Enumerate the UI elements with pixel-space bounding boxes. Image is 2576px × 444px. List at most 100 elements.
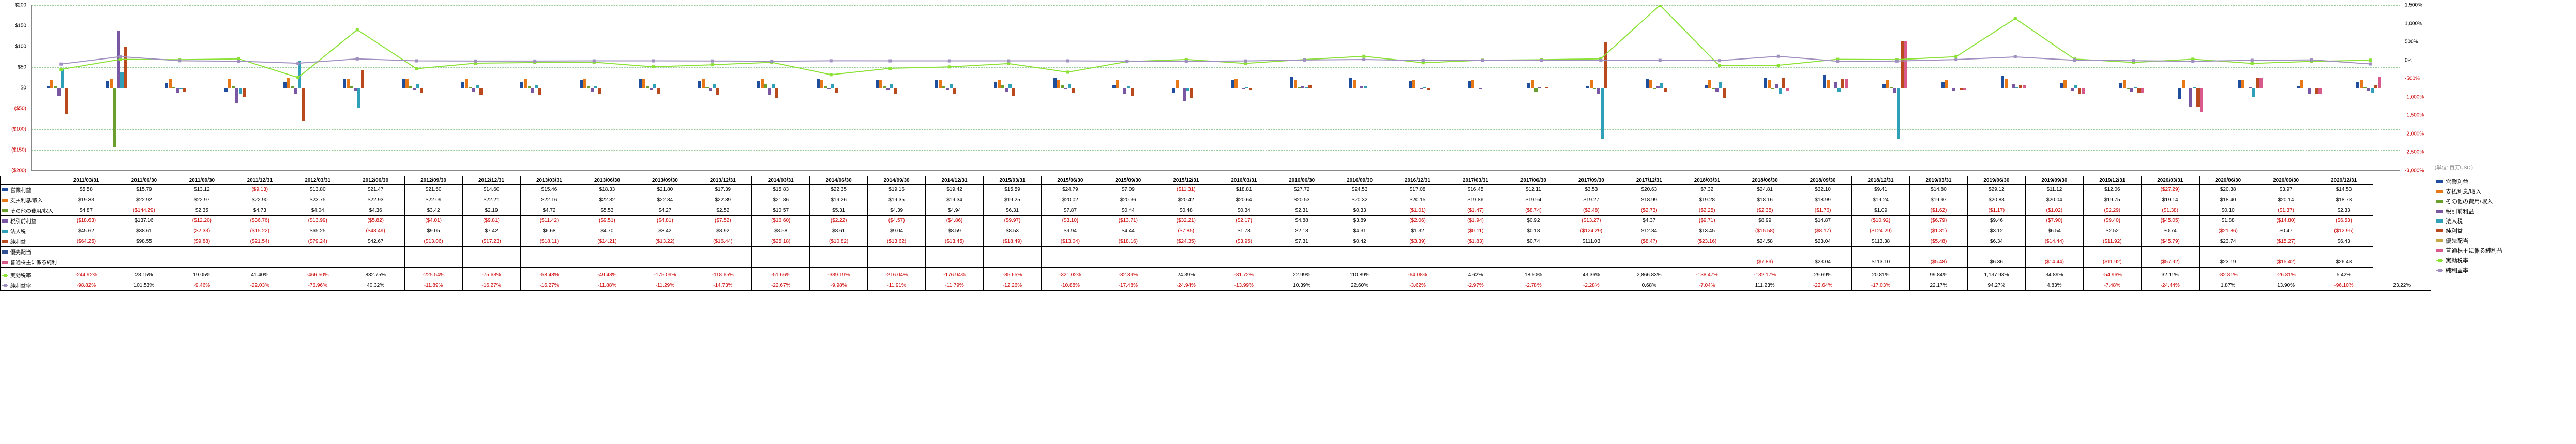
data-cell: $23.75 xyxy=(289,195,347,205)
bar-com xyxy=(1904,41,1907,88)
bar-op xyxy=(1527,83,1530,88)
y-right-tick: -1,500% xyxy=(2405,113,2424,119)
data-cell: $4.36 xyxy=(347,205,404,216)
data-cell: -11.29% xyxy=(636,280,694,291)
data-cell: ($32.21) xyxy=(1157,216,1215,226)
data-cell: $5.31 xyxy=(810,205,868,216)
data-cell: $7.31 xyxy=(1273,236,1331,247)
data-cell: -321.02% xyxy=(1041,270,1099,280)
bar-op xyxy=(343,79,346,88)
y-left-tick: ($200) xyxy=(11,168,26,174)
bar-tax xyxy=(1660,83,1663,88)
unit-label: (単位: 百万USD) xyxy=(2435,163,2473,171)
data-cell: -12.26% xyxy=(984,280,1042,291)
bar-net xyxy=(1427,88,1430,90)
data-cell: ($0.11) xyxy=(1447,226,1504,236)
bar-tax xyxy=(2134,87,2137,88)
data-cell: -9.46% xyxy=(173,280,231,291)
data-cell: -11.79% xyxy=(926,280,984,291)
data-cell xyxy=(636,257,694,268)
data-cell: ($1.02) xyxy=(2025,205,2083,216)
bar-net xyxy=(1841,79,1844,88)
data-cell: $19.27 xyxy=(1562,195,1620,205)
data-cell: ($1.76) xyxy=(1794,205,1852,216)
data-cell: ($7.89) xyxy=(1736,257,1794,268)
bar-net xyxy=(1664,88,1667,92)
data-cell: $19.94 xyxy=(1504,195,1562,205)
bar-tax xyxy=(1186,88,1189,91)
y-left-tick: ($50) xyxy=(14,106,26,112)
y-left-tick: ($150) xyxy=(11,147,26,153)
bar-com xyxy=(2259,78,2263,88)
bar-com xyxy=(2378,77,2381,88)
col-header: 2012/09/30 xyxy=(404,176,462,185)
data-cell: $0.10 xyxy=(2199,205,2257,216)
bar-op xyxy=(106,81,109,88)
y-left-tick: ($100) xyxy=(11,127,26,132)
data-cell: 111.23% xyxy=(1736,280,1794,291)
data-cell: ($17.23) xyxy=(462,236,520,247)
data-cell: $19.42 xyxy=(926,185,984,195)
bar-int xyxy=(465,79,468,88)
bar-op xyxy=(1468,81,1471,88)
col-header: 2017/09/30 xyxy=(1562,176,1620,185)
data-cell xyxy=(1967,247,2025,257)
col-header: 2019/09/30 xyxy=(2025,176,2083,185)
col-header: 2012/06/30 xyxy=(347,176,404,185)
bar-net xyxy=(1604,42,1607,88)
bar-int xyxy=(1471,80,1474,88)
data-cell: ($14.80) xyxy=(2257,216,2315,226)
data-cell: ($11.42) xyxy=(520,216,578,226)
data-cell: -22.64% xyxy=(1794,280,1852,291)
y-axis-right: -3,000%-2,500%-2,000%-1,500%-1,000%-500%… xyxy=(2403,5,2431,171)
y-left-tick: $150 xyxy=(15,23,26,29)
bar-com xyxy=(1786,88,1789,91)
bar-int xyxy=(169,79,172,88)
data-cell xyxy=(1852,247,1910,257)
bar-oth xyxy=(1061,85,1064,88)
data-cell xyxy=(926,247,984,257)
table-row: 実効税率-244.92%28.15%19.05%41.40%-466.50%83… xyxy=(1,270,2431,280)
col-header: 2011/06/30 xyxy=(115,176,173,185)
table-row: 営業利益$5.58$15.79$13.12($9.13)$13.80$21.47… xyxy=(1,185,2431,195)
bar-oth xyxy=(528,86,531,88)
data-cell xyxy=(173,257,231,268)
data-cell xyxy=(752,247,810,257)
data-cell xyxy=(231,257,289,268)
data-cell: -138.47% xyxy=(1678,270,1736,280)
data-cell: -466.50% xyxy=(289,270,347,280)
col-header: 2018/06/30 xyxy=(1736,176,1794,185)
col-header: 2014/06/30 xyxy=(810,176,868,185)
data-cell: -11.88% xyxy=(578,280,636,291)
data-cell: ($18.16) xyxy=(1099,236,1157,247)
bar-pre xyxy=(1952,88,1955,91)
data-cell: $19.86 xyxy=(1447,195,1504,205)
bar-tax xyxy=(535,85,538,88)
data-cell: $18.99 xyxy=(1794,195,1852,205)
data-cell: $22.92 xyxy=(115,195,173,205)
data-cell: -118.65% xyxy=(694,270,752,280)
data-cell: $21.47 xyxy=(347,185,404,195)
data-cell xyxy=(1331,257,1389,268)
data-cell: $21.80 xyxy=(636,185,694,195)
data-cell: ($4.01) xyxy=(404,216,462,226)
bar-pre xyxy=(294,88,297,94)
data-cell: ($45.79) xyxy=(2141,236,2199,247)
data-cell: 1,137.93% xyxy=(1967,270,2025,280)
bar-op xyxy=(2356,82,2359,88)
bar-op xyxy=(2060,83,2063,88)
data-cell: $8.59 xyxy=(926,226,984,236)
data-cell xyxy=(231,247,289,257)
data-cell: 41.40% xyxy=(231,270,289,280)
data-cell: $8.61 xyxy=(810,226,868,236)
data-cell: $0.74 xyxy=(1504,236,1562,247)
swatch-op xyxy=(2,188,8,191)
data-cell: $17.08 xyxy=(1389,185,1447,195)
data-cell: $1.32 xyxy=(1389,226,1447,236)
row-label-cell: その他の費用/収入 xyxy=(1,205,57,216)
bar-net xyxy=(2196,88,2200,107)
legend-swatch xyxy=(2436,200,2443,203)
data-cell: -16.27% xyxy=(520,280,578,291)
data-cell: ($18.63) xyxy=(57,216,115,226)
data-cell: $14.60 xyxy=(462,185,520,195)
